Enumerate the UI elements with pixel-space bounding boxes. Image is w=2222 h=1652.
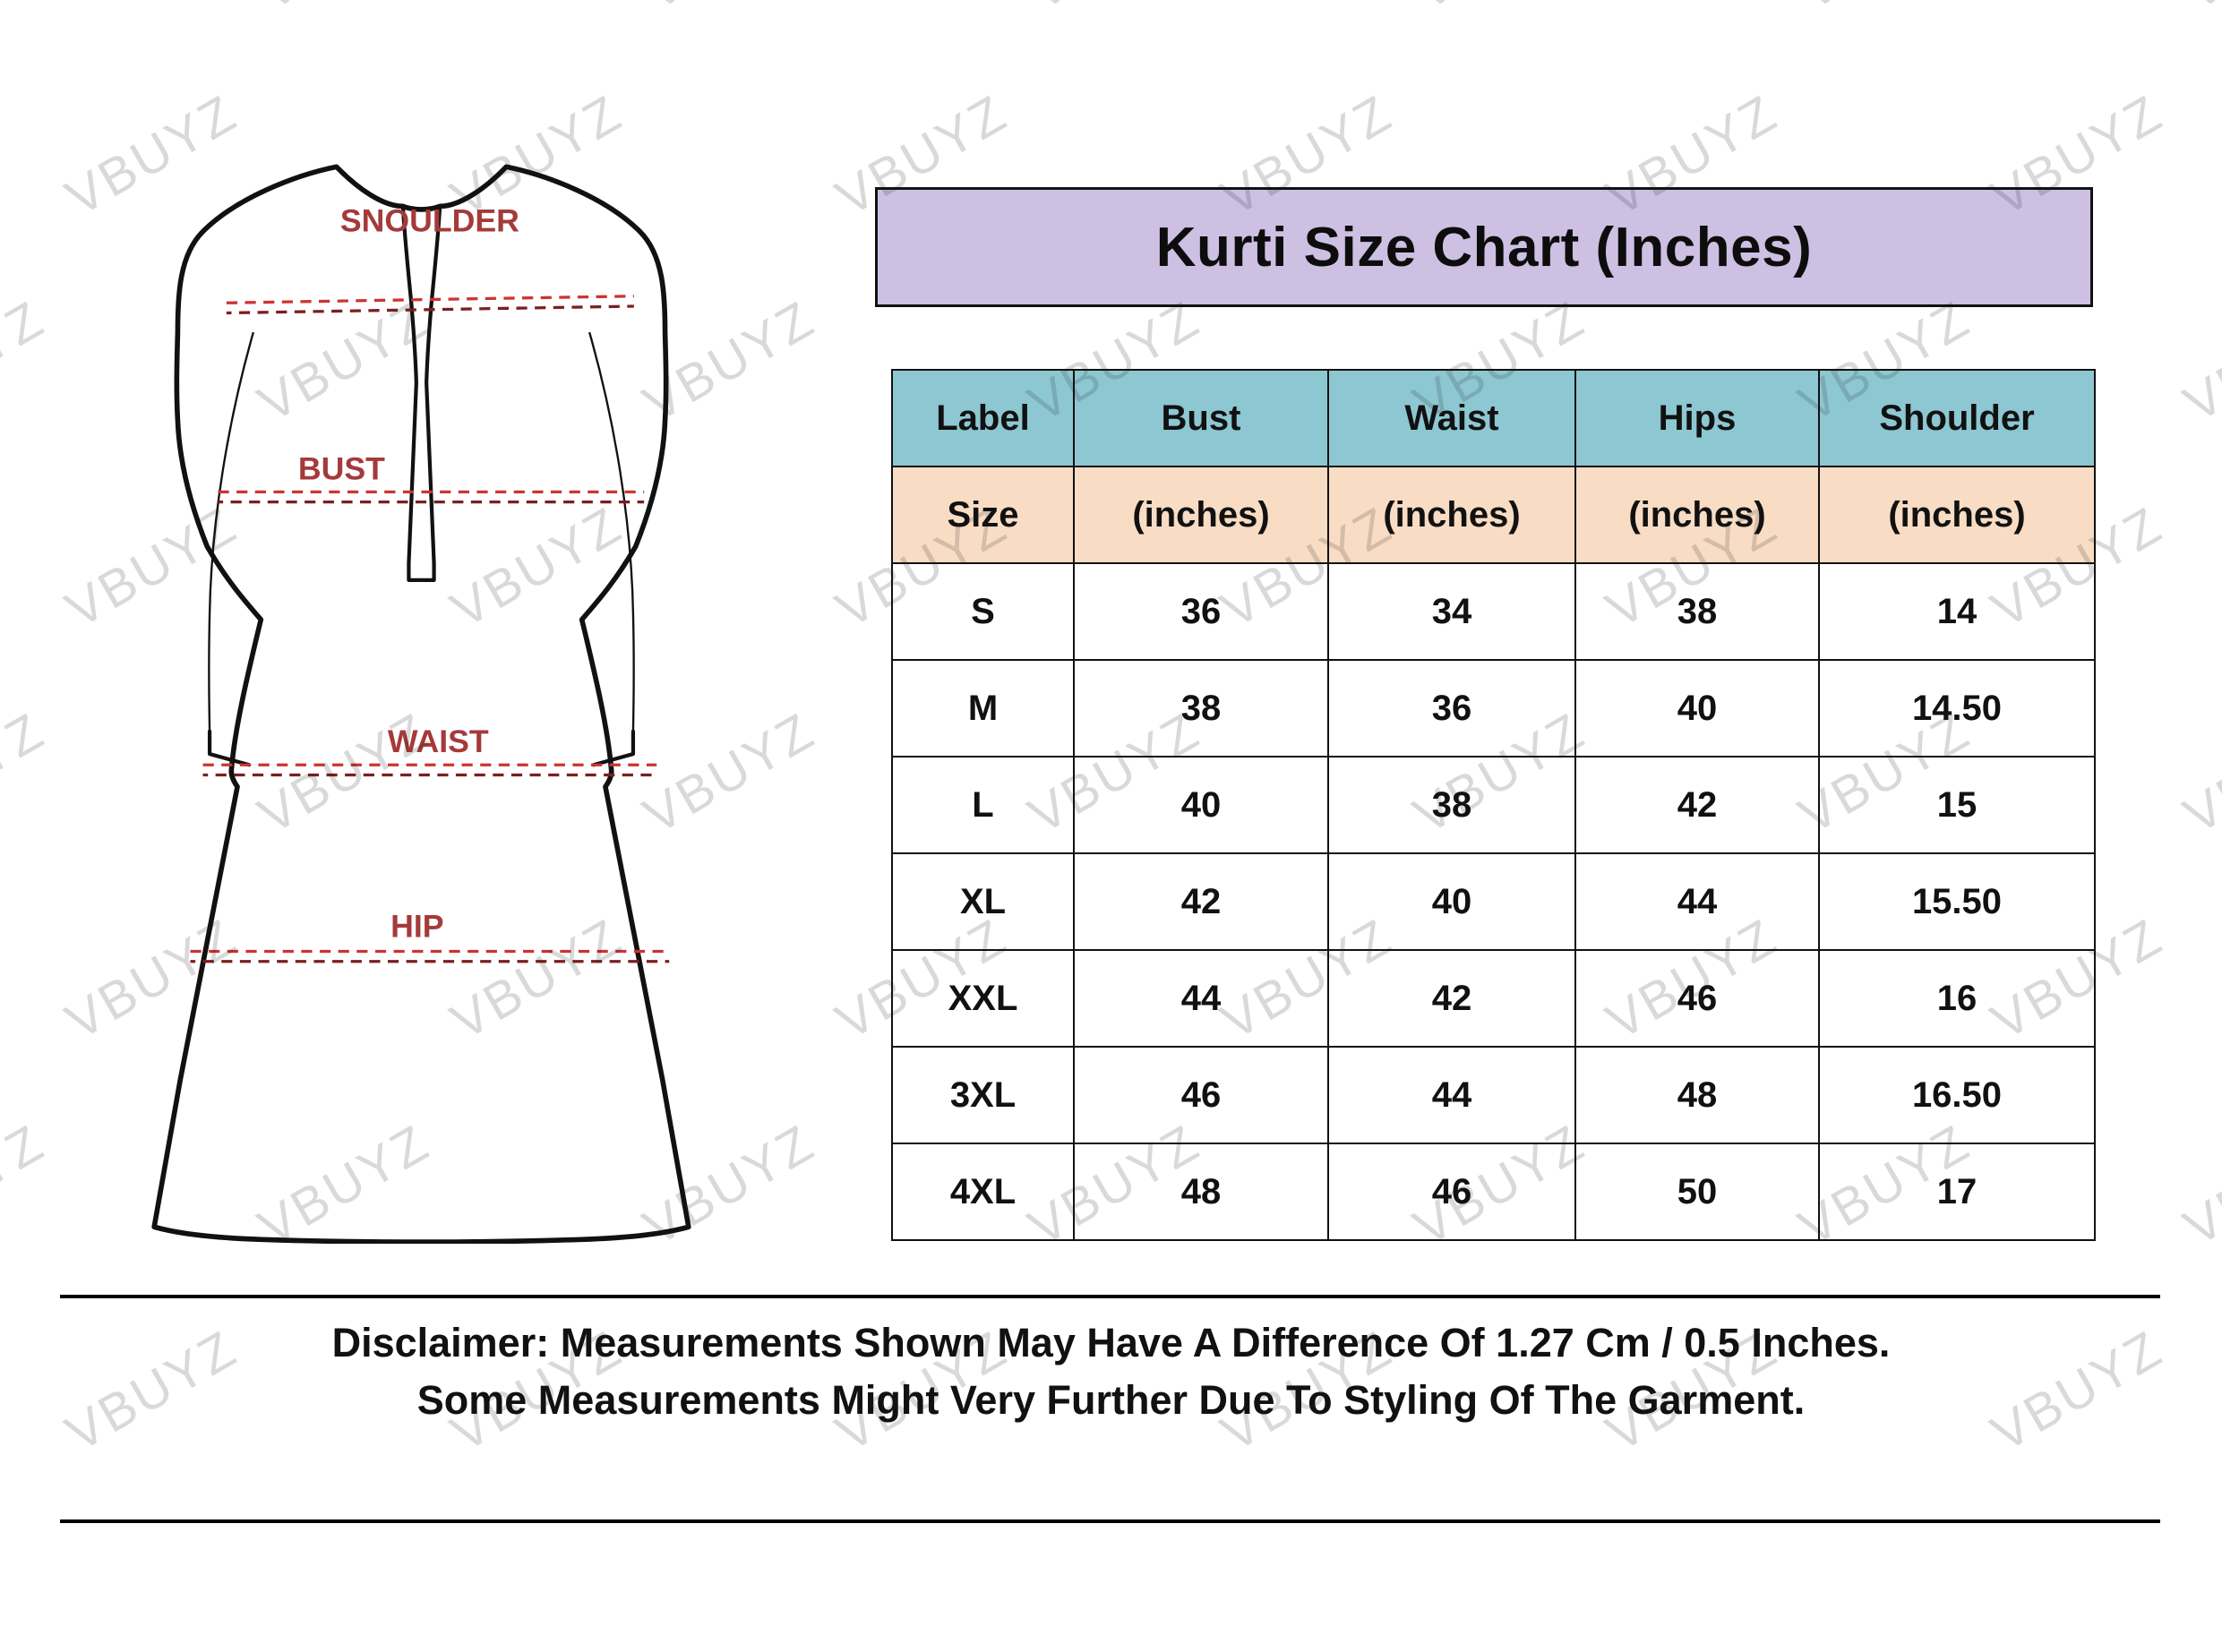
svg-text:SNOULDER: SNOULDER: [340, 203, 519, 239]
svg-text:HIP: HIP: [390, 909, 443, 945]
svg-text:BUST: BUST: [298, 450, 385, 486]
svg-text:WAIST: WAIST: [388, 723, 489, 759]
